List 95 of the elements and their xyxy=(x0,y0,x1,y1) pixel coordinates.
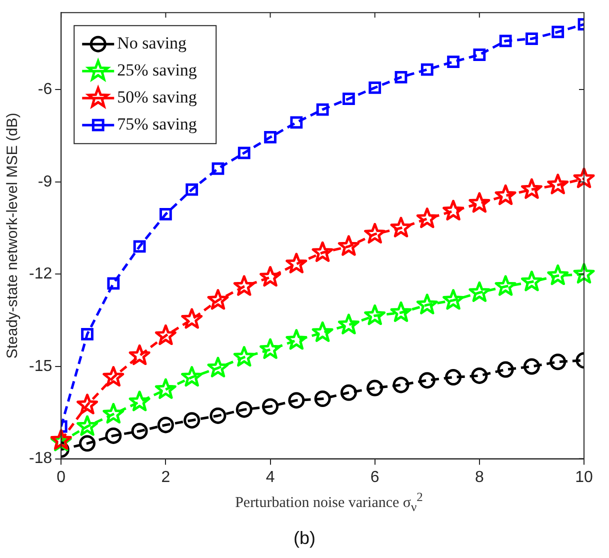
point xyxy=(154,378,176,399)
point xyxy=(316,103,329,116)
point xyxy=(286,252,308,274)
point xyxy=(552,26,564,38)
point xyxy=(364,222,386,244)
point xyxy=(471,367,488,384)
legend-label: 50% saving xyxy=(117,88,198,107)
point xyxy=(447,56,460,68)
point xyxy=(102,402,124,424)
point xyxy=(442,289,464,310)
point xyxy=(260,338,282,359)
point xyxy=(131,422,148,440)
point xyxy=(233,275,255,296)
point xyxy=(573,262,595,284)
legend-label: 25% saving xyxy=(117,60,198,80)
point xyxy=(207,289,229,310)
point xyxy=(102,366,124,387)
point xyxy=(262,398,279,415)
point xyxy=(76,394,98,414)
point xyxy=(390,301,412,322)
point xyxy=(445,369,462,386)
point xyxy=(181,366,203,387)
point xyxy=(133,240,146,253)
point xyxy=(314,390,331,408)
point xyxy=(157,416,174,434)
point xyxy=(520,270,542,292)
y-tick-label: -6 xyxy=(38,80,52,98)
point xyxy=(416,294,438,314)
point xyxy=(547,264,569,286)
point xyxy=(416,208,438,228)
point xyxy=(366,380,384,396)
point xyxy=(573,168,595,188)
point xyxy=(338,235,360,256)
point xyxy=(523,358,540,375)
point xyxy=(312,321,334,342)
y-tick-label: -18 xyxy=(29,450,52,468)
point xyxy=(418,372,436,389)
point xyxy=(547,174,569,194)
y-tick-label: -15 xyxy=(29,358,52,375)
point xyxy=(420,63,434,76)
point xyxy=(342,92,355,105)
point xyxy=(184,412,200,429)
point xyxy=(210,407,226,424)
point xyxy=(392,376,410,394)
point xyxy=(394,71,408,84)
point xyxy=(468,192,490,213)
x-tick-label: 2 xyxy=(161,468,170,486)
point xyxy=(290,116,303,129)
legend-label: 75% saving xyxy=(117,114,198,134)
point xyxy=(76,415,98,436)
point xyxy=(238,146,250,160)
point xyxy=(340,384,357,401)
x-tick-label: 8 xyxy=(474,468,484,486)
x-tick-label: 4 xyxy=(266,468,275,486)
point xyxy=(79,435,96,452)
legend-label: No saving xyxy=(117,34,188,53)
x-tick-label: 6 xyxy=(370,468,380,486)
point xyxy=(81,328,94,340)
point xyxy=(207,356,229,378)
point xyxy=(526,32,538,45)
point xyxy=(212,162,224,175)
point xyxy=(499,34,512,48)
point xyxy=(107,277,120,290)
x-tick-label: 0 xyxy=(56,468,66,486)
point xyxy=(368,81,382,94)
point xyxy=(260,266,282,287)
point xyxy=(154,324,176,346)
point xyxy=(181,308,203,329)
x-tick-label: 10 xyxy=(575,468,593,486)
text: (b) xyxy=(292,528,316,549)
point xyxy=(264,131,276,144)
point xyxy=(468,281,490,302)
point xyxy=(160,208,172,220)
point xyxy=(494,275,516,296)
point xyxy=(233,346,255,367)
point xyxy=(442,200,464,220)
point xyxy=(550,354,566,370)
point xyxy=(497,361,514,378)
point xyxy=(338,314,360,334)
point xyxy=(186,183,198,196)
y-tick-label: -12 xyxy=(29,266,52,283)
y-tick-label: -9 xyxy=(38,173,52,190)
point xyxy=(494,184,516,206)
y-axis-title: Steady-state network-level MSE (dB) xyxy=(4,112,22,359)
point xyxy=(312,241,334,262)
point xyxy=(390,216,412,238)
point xyxy=(473,48,486,61)
point xyxy=(105,427,122,444)
point xyxy=(236,401,252,418)
point xyxy=(128,390,150,412)
point xyxy=(286,329,308,350)
point xyxy=(288,392,305,409)
point xyxy=(128,344,150,366)
point xyxy=(520,178,542,199)
point xyxy=(364,304,386,326)
